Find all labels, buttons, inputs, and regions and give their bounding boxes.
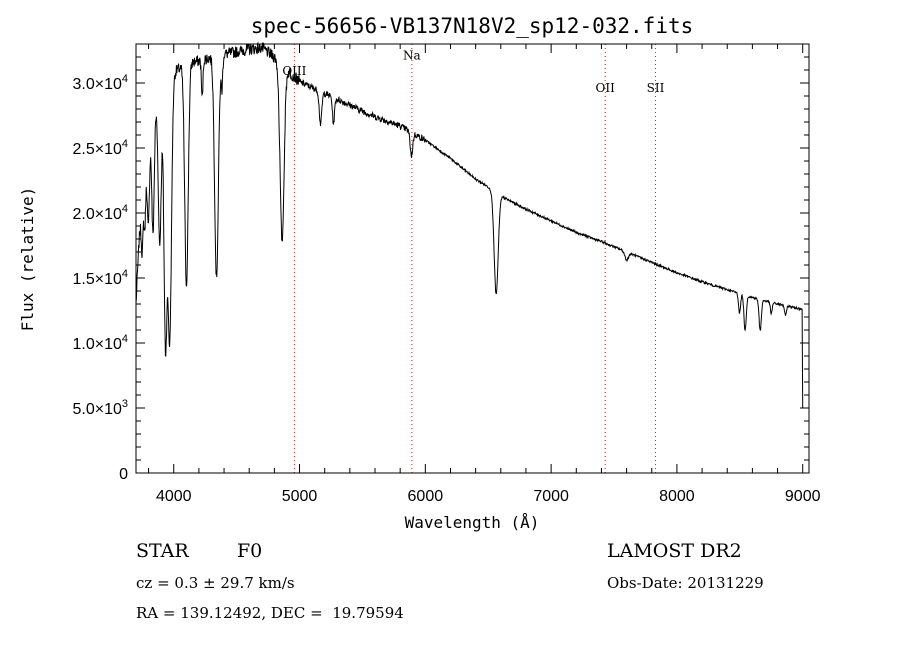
x-axis-label: Wavelength (Å)	[405, 513, 540, 532]
survey-label: LAMOST DR2	[607, 540, 742, 562]
x-tick-label: 8000	[659, 488, 695, 505]
x-tick-label: 7000	[533, 488, 569, 505]
annotation-label: SII	[647, 81, 665, 95]
spectrum-line	[135, 41, 804, 409]
x-tick-label: 4000	[156, 488, 192, 505]
y-tick-label: 2.0×104	[72, 203, 128, 223]
y-tick-label: 1.5×104	[72, 268, 128, 288]
y-tick-label: 1.0×104	[72, 333, 128, 353]
y-axis-ticks: 0 5.0×103 1.0×104 1.5×104 2.0×104 2.5×104 3.0×…	[72, 56, 809, 483]
y-tick-label: 2.5×104	[72, 138, 128, 158]
obs-date-text: Obs-Date: 20131229	[607, 574, 764, 592]
y-axis-label: Flux (relative)	[18, 187, 37, 332]
y-tick-label: 5.0×103	[72, 398, 128, 418]
plot-frame	[135, 43, 810, 474]
x-axis-ticks: 4000 5000 6000 7000 8000 9000	[148, 44, 821, 505]
chart-title: spec-56656-VB137N18V2_sp12-032.fits	[251, 14, 694, 38]
y-tick-label: 3.0×104	[72, 73, 128, 93]
x-tick-label: 5000	[282, 488, 318, 505]
y-tick-label: 0	[119, 466, 128, 483]
spectral-subclass: F0	[237, 540, 263, 562]
object-type: STAR	[136, 540, 189, 562]
redshift-text: cz = 0.3 ± 29.7 km/s	[136, 574, 295, 592]
x-tick-label: 9000	[785, 488, 821, 505]
annotation-label: OII	[596, 81, 616, 95]
coordinates-text: RA = 139.12492, DEC = 19.79594	[136, 604, 404, 622]
annotation-label: Na	[403, 49, 421, 63]
x-tick-label: 6000	[408, 488, 444, 505]
